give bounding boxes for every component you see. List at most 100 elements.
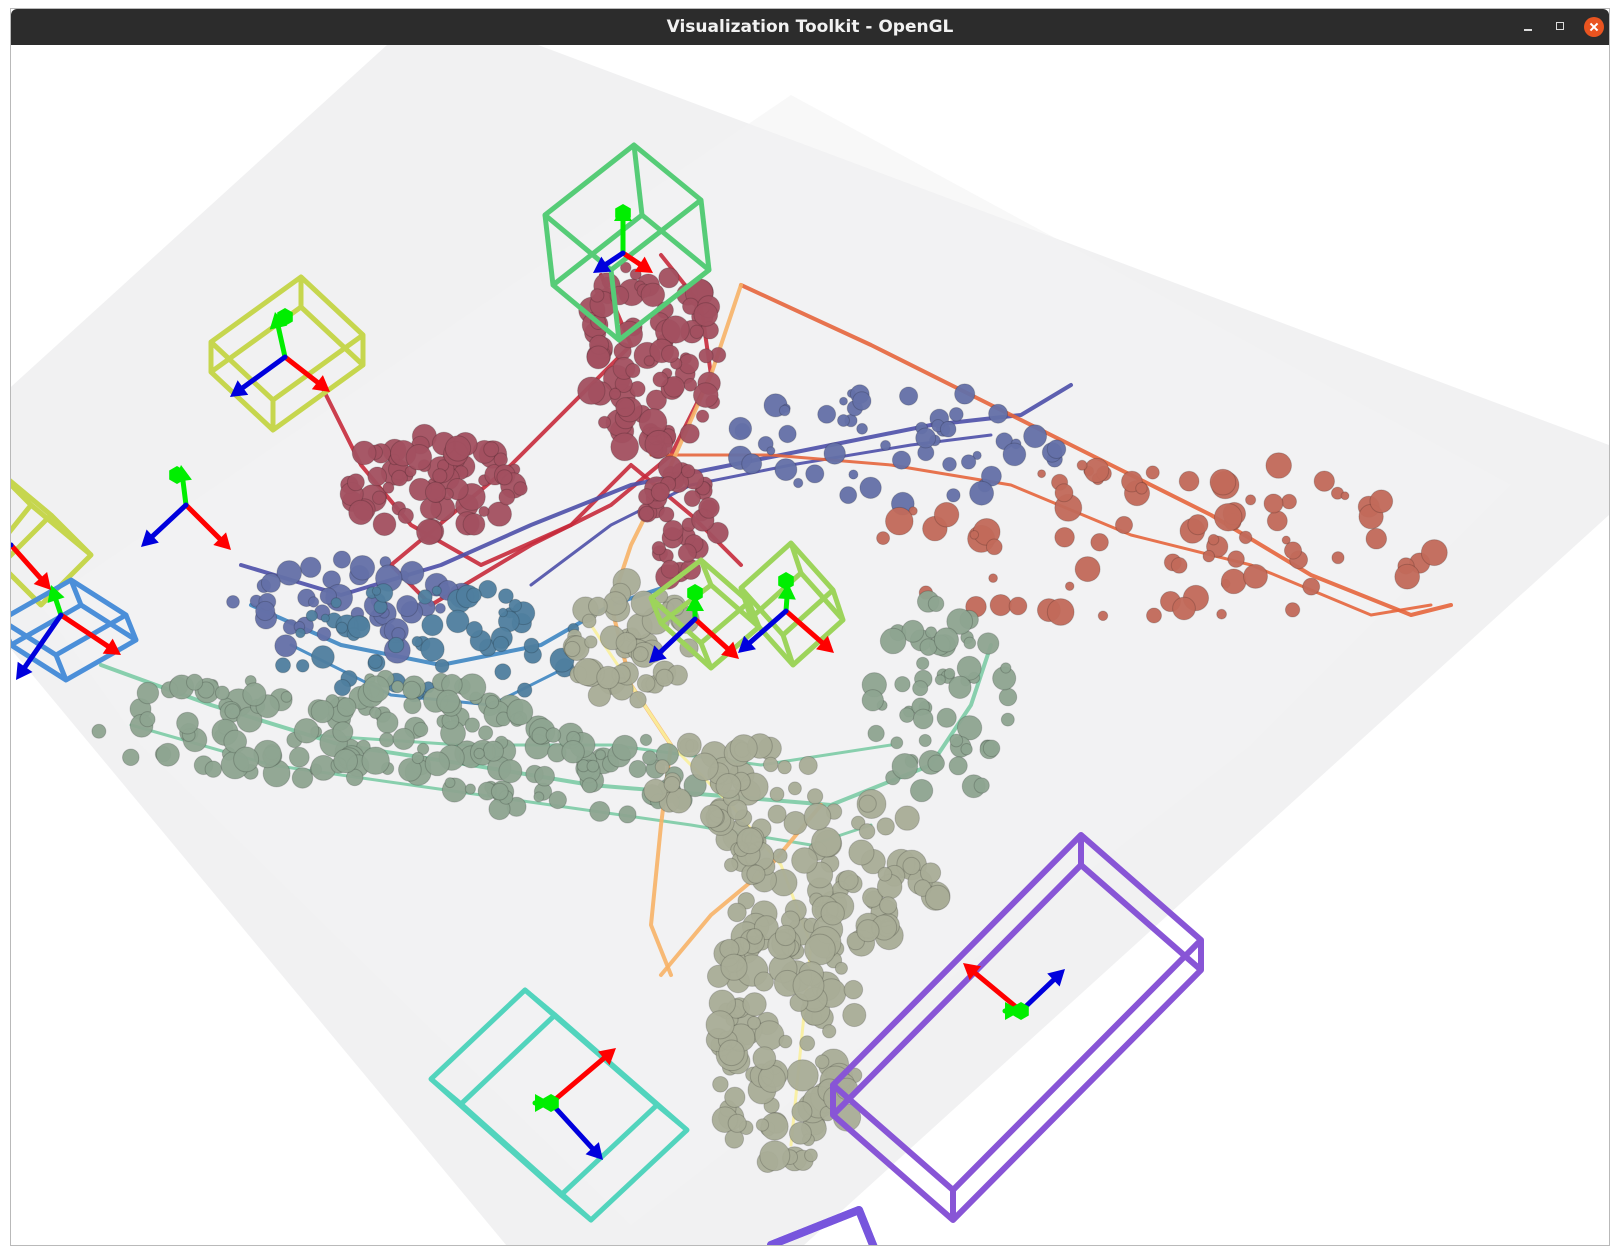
graph-node bbox=[387, 636, 405, 654]
graph-node bbox=[1054, 483, 1074, 503]
camera-frame-edge bbox=[53, 654, 69, 681]
graph-node bbox=[589, 800, 611, 822]
graph-node bbox=[434, 602, 446, 614]
graph-node bbox=[498, 588, 514, 604]
graph-node bbox=[806, 788, 824, 805]
graph-node bbox=[608, 387, 622, 400]
graph-node bbox=[946, 488, 961, 503]
graph-node bbox=[762, 756, 779, 773]
graph-node bbox=[291, 767, 314, 789]
graph-node bbox=[982, 739, 1001, 758]
graph-node bbox=[1243, 563, 1268, 589]
close-icon[interactable] bbox=[1584, 17, 1604, 37]
graph-node bbox=[333, 679, 351, 697]
camera-frames bbox=[11, 142, 1204, 1245]
graph-node bbox=[972, 450, 982, 461]
graph-node bbox=[774, 924, 797, 947]
graph-node bbox=[654, 759, 670, 775]
graph-node bbox=[741, 453, 763, 475]
axis-arrowhead bbox=[535, 1094, 551, 1112]
axis-shaft bbox=[22, 612, 64, 670]
graph-node bbox=[778, 424, 797, 444]
axis-arrowhead bbox=[33, 572, 51, 590]
axis-shaft bbox=[150, 502, 189, 539]
graph-node bbox=[611, 734, 638, 761]
coordinate-axes bbox=[11, 204, 1065, 1160]
camera-frame-edge bbox=[608, 269, 622, 341]
graph-node bbox=[1000, 712, 1015, 727]
graph-node bbox=[136, 681, 160, 705]
graph-node bbox=[1313, 470, 1336, 492]
axis-arrowhead bbox=[597, 1048, 616, 1066]
graph-node bbox=[411, 751, 424, 765]
graph-node bbox=[916, 656, 930, 671]
3d-scene[interactable] bbox=[11, 45, 1609, 1245]
graph-node bbox=[720, 953, 748, 981]
graph-node bbox=[920, 862, 942, 884]
graph-node bbox=[960, 743, 973, 756]
graph-node bbox=[233, 746, 260, 773]
graph-node bbox=[927, 754, 946, 773]
graph-node bbox=[777, 760, 792, 775]
graph-node bbox=[834, 961, 849, 975]
graph-node bbox=[573, 657, 602, 687]
graph-node bbox=[666, 788, 692, 814]
axis-arrowhead bbox=[634, 256, 653, 273]
graph-node bbox=[1046, 439, 1067, 460]
axis-origin-marker bbox=[687, 584, 703, 602]
graph-node bbox=[421, 614, 444, 637]
graph-node bbox=[774, 458, 798, 482]
graph-node bbox=[879, 627, 907, 655]
graph-node bbox=[651, 540, 666, 556]
graph-node bbox=[954, 383, 976, 405]
trajectory-line bbox=[739, 283, 1453, 617]
graph-node bbox=[411, 635, 423, 648]
graph-node bbox=[927, 595, 945, 613]
graph-node bbox=[804, 1148, 818, 1163]
graph-node bbox=[998, 687, 1018, 707]
graph-node bbox=[402, 680, 422, 700]
maximize-icon[interactable] bbox=[1551, 17, 1571, 37]
graph-node bbox=[977, 632, 1000, 655]
graph-node bbox=[1076, 459, 1088, 471]
graph-node bbox=[1187, 514, 1209, 536]
title-bar[interactable]: Visualization Toolkit - OpenGL bbox=[11, 9, 1609, 45]
graph-node bbox=[662, 519, 684, 541]
graph-node bbox=[534, 765, 555, 787]
axis-shaft bbox=[972, 970, 1024, 1014]
graph-node bbox=[652, 371, 669, 388]
graph-node bbox=[492, 635, 509, 653]
render-viewport[interactable] bbox=[11, 45, 1609, 1245]
graph-node bbox=[1331, 551, 1345, 565]
graph-node bbox=[839, 396, 848, 406]
axis-arrowhead bbox=[738, 635, 756, 653]
graph-node bbox=[783, 810, 808, 836]
graph-node bbox=[305, 609, 318, 622]
camera-frame-edge bbox=[780, 634, 796, 666]
graph-node bbox=[333, 748, 359, 774]
graph-node bbox=[610, 432, 640, 462]
graph-node bbox=[1074, 556, 1101, 583]
graph-node bbox=[799, 1035, 816, 1052]
graph-node bbox=[586, 345, 611, 370]
graph-node bbox=[936, 707, 957, 728]
graph-node bbox=[424, 751, 450, 777]
graph-node bbox=[689, 324, 704, 339]
graph-node bbox=[625, 363, 641, 379]
graph-node bbox=[274, 634, 298, 658]
graph-node bbox=[445, 609, 470, 634]
graph-node bbox=[548, 790, 567, 810]
graph-node bbox=[139, 711, 156, 728]
graph-node bbox=[1170, 557, 1188, 574]
graph-node bbox=[533, 791, 545, 803]
axis-arrowhead bbox=[16, 661, 33, 680]
graph-node bbox=[1265, 452, 1292, 479]
camera-frame-edge bbox=[830, 589, 846, 621]
graph-node bbox=[861, 689, 884, 712]
graph-node bbox=[899, 386, 919, 406]
minimize-icon[interactable] bbox=[1518, 17, 1538, 37]
trajectory-line bbox=[659, 803, 823, 977]
graph-node bbox=[1216, 608, 1227, 620]
graph-node bbox=[462, 512, 486, 536]
graph-node bbox=[963, 636, 977, 650]
